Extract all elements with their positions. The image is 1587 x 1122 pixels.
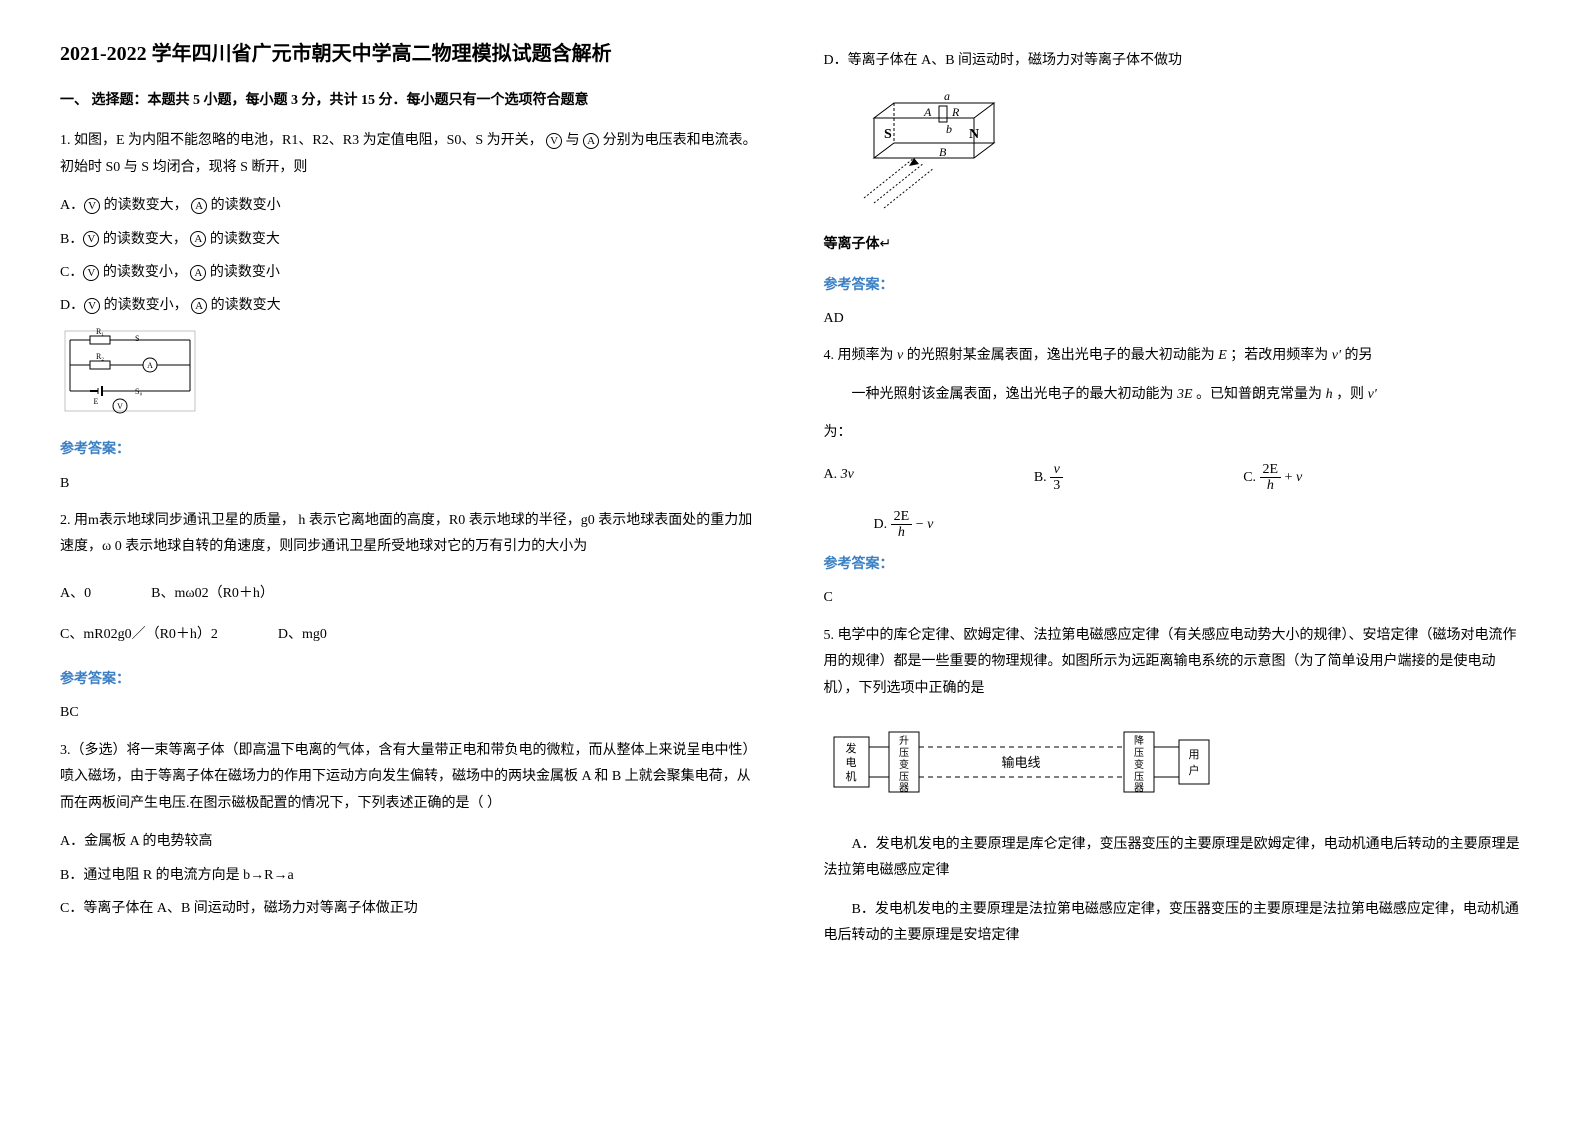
question-3: 3.（多选）将一束等离子体（即高温下电离的气体，含有大量带正电和带负电的微粒，而… bbox=[60, 738, 764, 818]
ammeter-icon: A bbox=[190, 231, 206, 247]
svg-text:用: 用 bbox=[1188, 749, 1199, 761]
svg-text:电: 电 bbox=[845, 756, 856, 769]
q1-answer-label: 参考答案： bbox=[60, 437, 764, 462]
q4-option-d: D. 2E h − ν bbox=[874, 509, 1528, 541]
q3-answer: AD bbox=[824, 306, 1528, 331]
svg-text:升: 升 bbox=[899, 735, 909, 747]
svg-text:压: 压 bbox=[899, 747, 909, 759]
q1-option-b: B．V 的读数变大， A 的读数变大 bbox=[60, 227, 764, 252]
q2-option-a: A、0 bbox=[60, 581, 91, 606]
voltmeter-icon: V bbox=[546, 133, 562, 149]
svg-text:a: a bbox=[944, 89, 950, 103]
question-5: 5. 电学中的库仑定律、欧姆定律、法拉第电磁感应定律（有关感应电动势大小的规律）… bbox=[824, 623, 1528, 703]
ammeter-icon: A bbox=[583, 133, 599, 149]
svg-text:A: A bbox=[147, 361, 153, 370]
svg-text:户: 户 bbox=[1188, 763, 1199, 777]
svg-text:压: 压 bbox=[1134, 771, 1144, 783]
ammeter-icon: A bbox=[191, 198, 207, 214]
question-4-line2: 一种光照射该金属表面，逸出光电子的最大初动能为 3E 。已知普朗克常量为 h ，… bbox=[824, 382, 1528, 409]
q3-option-b: B．通过电阻 R 的电流方向是 b→R→a bbox=[60, 863, 764, 888]
q4-options: A. 3ν B. ν 3 C. 2E h + ν bbox=[824, 462, 1528, 494]
q1-option-a: A．V 的读数变大， A 的读数变小 bbox=[60, 193, 764, 218]
q4-option-c: C. 2E h + ν bbox=[1243, 462, 1302, 494]
q2-option-d: D、mg0 bbox=[278, 622, 327, 647]
q2-option-b: B、mω02（R0＋h） bbox=[151, 581, 274, 606]
svg-text:R₁: R₁ bbox=[96, 327, 104, 336]
svg-text:发: 发 bbox=[845, 741, 856, 755]
q1-option-d: D．V 的读数变小， A 的读数变大 bbox=[60, 293, 764, 318]
question-1: 1. 如图，E 为内阻不能忽略的电池，R1、R2、R3 为定值电阻，S0、S 为… bbox=[60, 128, 764, 181]
svg-text:N: N bbox=[969, 127, 979, 142]
q1-stem-p1: 1. 如图，E 为内阻不能忽略的电池，R1、R2、R3 为定值电阻，S0、S 为… bbox=[60, 133, 543, 148]
voltmeter-icon: V bbox=[83, 231, 99, 247]
svg-text:压: 压 bbox=[1134, 747, 1144, 759]
svg-text:S: S bbox=[884, 127, 892, 142]
q3-option-d: D．等离子体在 A、B 间运动时，磁场力对等离子体不做功 bbox=[824, 48, 1528, 73]
q3-option-c: C．等离子体在 A、B 间运动时，磁场力对等离子体做正功 bbox=[60, 896, 764, 921]
voltmeter-icon: V bbox=[83, 265, 99, 281]
question-4: 4. 用频率为 ν 的光照射某金属表面，逸出光电子的最大初动能为 E ；若改用频… bbox=[824, 343, 1528, 370]
svg-text:A: A bbox=[923, 105, 932, 119]
q5-option-b: B．发电机发电的主要原理是法拉第电磁感应定律，变压器变压的主要原理是法拉第电磁感… bbox=[824, 897, 1528, 950]
q1-answer: B bbox=[60, 471, 764, 496]
circuit-diagram: R₁ S R₂ A E S₀ V bbox=[60, 326, 200, 416]
svg-text:R: R bbox=[951, 105, 960, 119]
q4-answer: C bbox=[824, 585, 1528, 610]
transmission-diagram: 发 电 机 升 压 变 压 器 输电线 降 压 变 压 器 bbox=[824, 722, 1244, 811]
svg-text:R₂: R₂ bbox=[96, 352, 104, 361]
voltmeter-icon: V bbox=[84, 198, 100, 214]
plasma-diagram: S N A B a R b 等离子体↵ bbox=[824, 88, 1024, 257]
question-4-line3: 为： bbox=[824, 420, 1528, 447]
svg-text:器: 器 bbox=[1134, 782, 1144, 794]
svg-text:B: B bbox=[939, 145, 947, 159]
q4-answer-label: 参考答案： bbox=[824, 552, 1528, 577]
section1-header: 一、 选择题：本题共 5 小题，每小题 3 分，共计 15 分．每小题只有一个选… bbox=[60, 88, 764, 113]
q2-option-c: C、mR02g0／（R0＋h）2 bbox=[60, 622, 218, 647]
svg-text:V: V bbox=[117, 402, 123, 411]
svg-text:变: 变 bbox=[1134, 758, 1144, 771]
voltmeter-icon: V bbox=[84, 298, 100, 314]
q5-option-a: A．发电机发电的主要原理是库仑定律，变压器变压的主要原理是欧姆定律，电动机通电后… bbox=[824, 832, 1528, 885]
svg-text:E: E bbox=[94, 397, 99, 406]
exam-title: 2021-2022 学年四川省广元市朝天中学高二物理模拟试题含解析 bbox=[60, 40, 764, 68]
svg-text:输电线: 输电线 bbox=[1001, 755, 1040, 770]
svg-text:压: 压 bbox=[899, 771, 909, 783]
q2-answer-label: 参考答案： bbox=[60, 667, 764, 692]
plasma-label: 等离子体↵ bbox=[824, 232, 1024, 257]
q3-answer-label: 参考答案： bbox=[824, 273, 1528, 298]
left-column: 2021-2022 学年四川省广元市朝天中学高二物理模拟试题含解析 一、 选择题… bbox=[60, 40, 764, 962]
q4-option-a: A. 3ν bbox=[824, 462, 854, 494]
svg-text:b: b bbox=[946, 122, 952, 136]
ammeter-icon: A bbox=[190, 265, 206, 281]
svg-text:器: 器 bbox=[899, 782, 909, 794]
svg-text:降: 降 bbox=[1134, 734, 1144, 747]
svg-text:S: S bbox=[135, 334, 139, 343]
q1-option-c: C．V 的读数变小， A 的读数变小 bbox=[60, 260, 764, 285]
ammeter-icon: A bbox=[191, 298, 207, 314]
q2-answer: BC bbox=[60, 700, 764, 725]
q4-option-b: B. ν 3 bbox=[1034, 462, 1063, 494]
right-column: D．等离子体在 A、B 间运动时，磁场力对等离子体不做功 S N A B a bbox=[824, 40, 1528, 962]
q3-option-a: A．金属板 A 的电势较高 bbox=[60, 829, 764, 854]
question-2: 2. 用m表示地球同步通讯卫星的质量， h 表示它离地面的高度，R0 表示地球的… bbox=[60, 508, 764, 561]
svg-text:机: 机 bbox=[845, 769, 856, 783]
svg-text:变: 变 bbox=[899, 758, 909, 771]
